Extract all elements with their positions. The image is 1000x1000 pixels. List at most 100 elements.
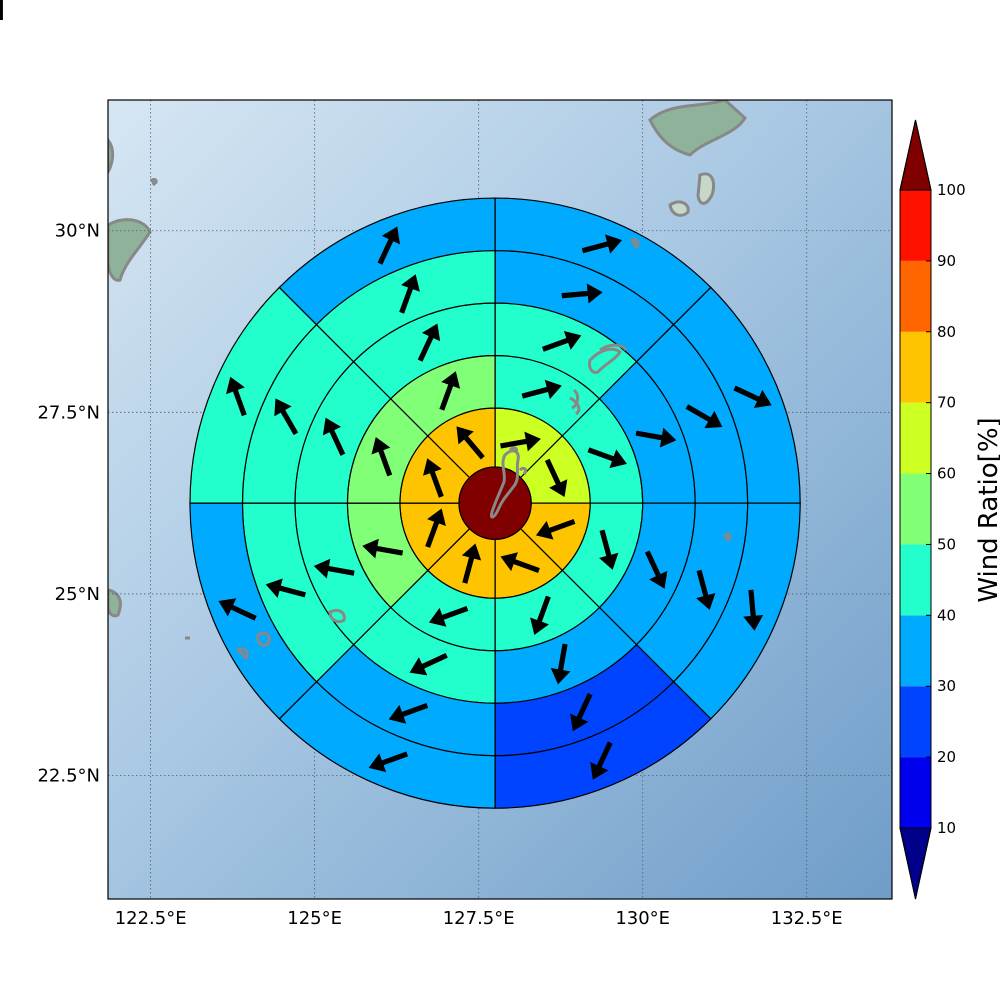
colorbar-level: [900, 757, 931, 828]
land-masses: [108, 100, 747, 618]
wind-arrow: [599, 529, 619, 570]
wind-arrow: [544, 458, 568, 498]
okinawa-island-outline: [490, 446, 528, 519]
colorbar: 10 20 30 40 50 60 70 80 90 100: [899, 119, 966, 900]
colorbar-level: [900, 331, 931, 403]
wind-arrow: [368, 751, 409, 773]
x-tick-label: 130°E: [615, 908, 670, 929]
colorbar-tick-label: 10: [937, 819, 956, 837]
wind-arrows: [0, 0, 772, 780]
wind-arrow: [265, 578, 306, 598]
colorbar-tick-label: 20: [937, 748, 956, 766]
wind-arrow: [371, 436, 393, 477]
wind-arrow: [590, 741, 613, 780]
y-axis-ticks: 22.5°N 25°N 27.5°N 30°N: [37, 221, 100, 787]
wind-arrow: [685, 404, 723, 429]
island-outline: [722, 532, 732, 542]
wind-arrow: [581, 234, 623, 254]
wind-arrow: [550, 643, 571, 685]
island-outline: [235, 647, 249, 661]
wind-arrow: [696, 569, 716, 611]
land-china-islands: [108, 218, 152, 282]
wind-arrow: [733, 385, 772, 409]
wind-arrow: [587, 447, 627, 469]
wind-arrow: [461, 543, 482, 584]
wind-arrow: [570, 693, 593, 732]
colorbar-tick-label: 100: [937, 181, 966, 199]
wind-arrow: [226, 376, 247, 417]
colorbar-tick-label: 60: [937, 465, 956, 483]
colorbar-level: [900, 260, 931, 332]
island-outline: [599, 343, 628, 352]
wind-arrow: [521, 379, 562, 400]
island-outline: [629, 238, 640, 250]
wind-arrow: [644, 550, 668, 589]
island-outline: [149, 178, 158, 187]
island-outline: [569, 396, 581, 416]
colorbar-tick-label: 80: [937, 323, 956, 341]
land-tanegashima: [696, 172, 715, 205]
colorbar-level: [900, 402, 931, 474]
island-outlines: [149, 178, 732, 661]
colorbar-level: [900, 686, 931, 758]
okinawa-outline: [518, 466, 528, 476]
wind-arrow: [377, 226, 400, 265]
wind-arrow: [423, 458, 444, 498]
wind-arrow: [500, 552, 540, 574]
wind-arrow: [541, 331, 582, 352]
colorbar-level: [900, 190, 931, 261]
colorbar-tick-label: 70: [937, 394, 956, 412]
wind-arrow: [561, 283, 603, 304]
island-outline: [256, 631, 271, 647]
wind-arrow: [439, 371, 461, 411]
colorbar-tick-label: 30: [937, 677, 956, 695]
wind-arrow: [274, 398, 299, 436]
wind-arrow: [500, 431, 541, 452]
island-outline: [328, 608, 346, 624]
y-tick-label: 30°N: [55, 221, 100, 242]
wind-arrow: [313, 558, 355, 579]
okinawa-outline: [490, 449, 520, 519]
colorbar-level: [900, 473, 931, 545]
wind-arrow: [417, 323, 441, 362]
wind-arrow: [428, 605, 469, 627]
colorbar-level: [900, 544, 931, 616]
wind-arrow: [635, 427, 677, 448]
land-yakushima: [668, 200, 690, 217]
colorbar-over-triangle: [899, 119, 932, 191]
x-tick-label: 127.5°E: [443, 908, 515, 929]
x-tick-label: 132.5°E: [771, 908, 843, 929]
map-frame: [107, 99, 893, 900]
colorbar-level: [900, 615, 931, 687]
y-tick-label: 25°N: [55, 584, 100, 605]
wind-arrow: [399, 274, 420, 314]
wind-arrow: [218, 598, 257, 621]
wind-arrow: [530, 595, 551, 635]
okinawa-outline: [508, 446, 518, 453]
island-outline: [571, 388, 580, 410]
colorbar-tick-label: 50: [937, 535, 956, 553]
wind-arrow: [388, 702, 429, 724]
wind-arrow: [0, 0, 3, 20]
colorbar-tick-label: 90: [937, 252, 956, 270]
colorbar-under-triangle: [899, 827, 932, 900]
y-tick-label: 27.5°N: [37, 402, 100, 423]
sector-cells: [189, 197, 801, 809]
wind-arrow: [425, 508, 446, 548]
colorbar-title: Wind Ratio[%]: [974, 417, 1000, 602]
x-tick-label: 125°E: [287, 908, 342, 929]
wind-arrow: [362, 538, 404, 559]
x-tick-label: 122.5°E: [115, 908, 187, 929]
wind-arrow: [456, 426, 485, 460]
wind-arrow: [322, 417, 346, 456]
sector-cell: [278, 197, 496, 326]
island-outline: [588, 347, 623, 374]
land-kyushu: [648, 100, 747, 157]
y-tick-label: 22.5°N: [37, 766, 100, 787]
colorbar-tick-label: 40: [937, 606, 956, 624]
x-axis-ticks: 122.5°E 125°E 127.5°E 130°E 132.5°E: [115, 908, 843, 929]
wind-arrow: [743, 589, 764, 631]
wind-arrow: [535, 518, 576, 540]
wind-arrow: [409, 652, 448, 676]
